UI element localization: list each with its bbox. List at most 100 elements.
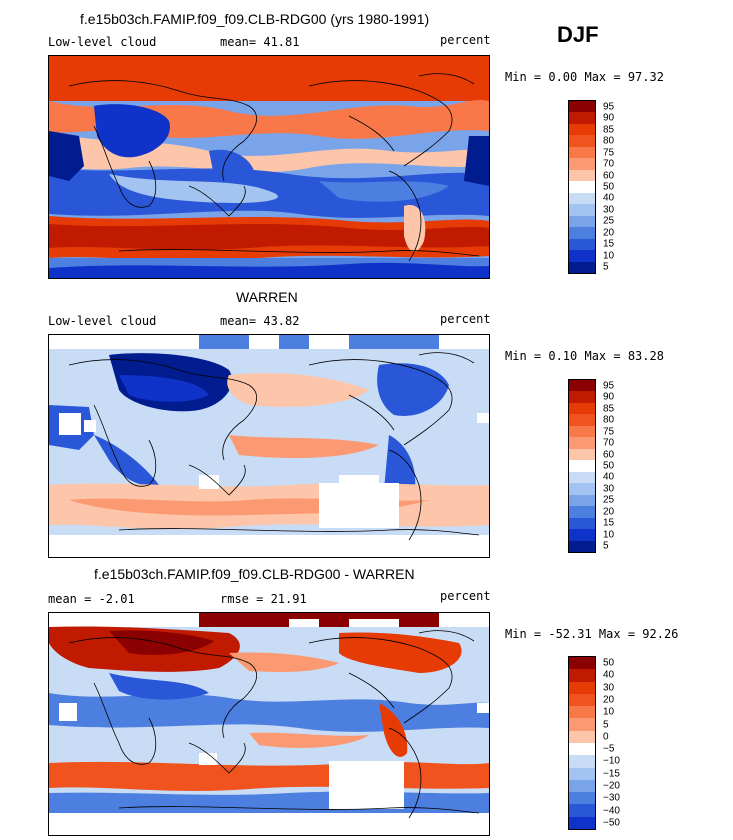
colorbar-tick-label: 10 bbox=[603, 529, 615, 541]
colorbar-swatch bbox=[569, 706, 595, 719]
colorbar-swatch bbox=[569, 437, 595, 450]
panel1-mean-label: mean= 41.81 bbox=[220, 35, 300, 49]
panel3-mean-label: mean = -2.01 bbox=[48, 592, 135, 606]
colorbar-swatch bbox=[569, 494, 595, 507]
panel1-units-label: percent bbox=[440, 33, 491, 47]
panel2-map bbox=[48, 334, 490, 558]
colorbar-tick-label: −10 bbox=[603, 755, 620, 767]
colorbar-swatch bbox=[569, 767, 595, 781]
colorbar-tick-label: 40 bbox=[603, 192, 615, 204]
colorbar-tick-label: −20 bbox=[603, 780, 620, 792]
colorbar-tick-label: 60 bbox=[603, 449, 615, 461]
panel3-title: f.e15b03ch.FAMIP.f09_f09.CLB-RDG00 - WAR… bbox=[94, 566, 415, 582]
colorbar-swatch bbox=[569, 529, 595, 542]
colorbar-swatch bbox=[569, 693, 595, 707]
colorbar-tick-label: 40 bbox=[603, 471, 615, 483]
colorbar-swatch bbox=[569, 158, 595, 171]
colorbar-tick-label: 80 bbox=[603, 414, 615, 426]
panel2-minmax: Min = 0.10 Max = 83.28 bbox=[505, 349, 664, 363]
colorbar-swatch bbox=[569, 101, 595, 113]
colorbar-tick-label: 20 bbox=[603, 694, 615, 706]
colorbar-swatch bbox=[569, 681, 595, 695]
colorbar-swatch bbox=[569, 425, 595, 438]
colorbar-tick-label: 85 bbox=[603, 124, 615, 136]
colorbar-tick-label: 90 bbox=[603, 391, 615, 403]
colorbar-swatch bbox=[569, 506, 595, 519]
colorbar-tick-label: 0 bbox=[603, 731, 609, 743]
panel2-title: WARREN bbox=[236, 289, 298, 305]
colorbar-swatch bbox=[569, 135, 595, 148]
colorbar-tick-label: 90 bbox=[603, 112, 615, 124]
panel2-mean-label: mean= 43.82 bbox=[220, 314, 300, 328]
colorbar-tick-label: −50 bbox=[603, 817, 620, 829]
colorbar-tick-label: 20 bbox=[603, 227, 615, 239]
colorbar-swatch bbox=[569, 192, 595, 205]
colorbar-tick-label: 75 bbox=[603, 426, 615, 438]
colorbar-tick-label: 25 bbox=[603, 215, 615, 227]
colorbar-swatch bbox=[569, 112, 595, 125]
colorbar-swatch bbox=[569, 204, 595, 217]
panel1-colorbar: 95 90 85 80 75 70 60 50 40 30 25 20 15 10 5 bbox=[568, 100, 614, 274]
colorbar-swatch bbox=[569, 718, 595, 732]
colorbar-swatch bbox=[569, 414, 595, 427]
colorbar-swatch bbox=[569, 169, 595, 182]
panel1-title: f.e15b03ch.FAMIP.f09_f09.CLB-RDG00 (yrs … bbox=[80, 11, 430, 27]
panel1-map bbox=[48, 55, 490, 279]
colorbar-tick-label: 70 bbox=[603, 158, 615, 170]
colorbar-swatch bbox=[569, 448, 595, 461]
colorbar-swatch bbox=[569, 779, 595, 793]
panel3-colorbar: 50 40 30 20 10 5 0 −5 −10 −15 −20 −30 −40 −50 bbox=[568, 656, 620, 830]
panel3-rmse-label: rmse = 21.91 bbox=[220, 592, 307, 606]
colorbar-tick-label: 40 bbox=[603, 669, 615, 681]
colorbar-tick-label: 30 bbox=[603, 483, 615, 495]
colorbar-tick-label: −30 bbox=[603, 792, 620, 804]
colorbar-swatch bbox=[569, 460, 595, 473]
colorbar-tick-label: 50 bbox=[603, 460, 615, 472]
colorbar-swatch bbox=[569, 181, 595, 194]
colorbar-swatch bbox=[569, 483, 595, 496]
colorbar-tick-label: 50 bbox=[603, 657, 615, 669]
panel2-variable-label: Low-level cloud bbox=[48, 314, 157, 328]
colorbar-swatch bbox=[569, 402, 595, 415]
colorbar-tick-label: 50 bbox=[603, 181, 615, 193]
colorbar-swatch bbox=[569, 743, 595, 756]
colorbar-swatch bbox=[569, 792, 595, 805]
colorbar-swatch bbox=[569, 146, 595, 159]
panel2-colorbar: 95 90 85 80 75 70 60 50 40 30 25 20 15 10 5 bbox=[568, 379, 614, 553]
colorbar-tick-label: −15 bbox=[603, 768, 620, 780]
colorbar-tick-label: 70 bbox=[603, 437, 615, 449]
colorbar-swatch bbox=[569, 669, 595, 683]
colorbar-tick-label: 10 bbox=[603, 706, 615, 718]
colorbar-tick-label: 30 bbox=[603, 204, 615, 216]
colorbar-tick-label: −40 bbox=[603, 805, 620, 817]
colorbar-swatch bbox=[569, 804, 595, 818]
panel1-variable-label: Low-level cloud bbox=[48, 35, 157, 49]
colorbar-tick-label: 10 bbox=[603, 250, 615, 262]
colorbar-swatch bbox=[569, 391, 595, 404]
colorbar-tick-label: 80 bbox=[603, 135, 615, 147]
colorbar-swatch bbox=[569, 755, 595, 769]
colorbar-swatch bbox=[569, 540, 595, 553]
colorbar-swatch bbox=[569, 657, 595, 670]
panel3-units-label: percent bbox=[440, 589, 491, 603]
panel1-minmax: Min = 0.00 Max = 97.32 bbox=[505, 70, 664, 84]
colorbar-tick-label: 5 bbox=[603, 540, 609, 552]
colorbar-tick-label: 20 bbox=[603, 506, 615, 518]
colorbar-tick-label: 15 bbox=[603, 517, 615, 529]
colorbar-tick-label: 75 bbox=[603, 147, 615, 159]
colorbar-tick-label: 5 bbox=[603, 719, 609, 731]
colorbar-swatch bbox=[569, 250, 595, 263]
colorbar-swatch bbox=[569, 816, 595, 830]
colorbar-swatch bbox=[569, 123, 595, 136]
colorbar-tick-label: 15 bbox=[603, 238, 615, 250]
colorbar-swatch bbox=[569, 238, 595, 251]
colorbar-swatch bbox=[569, 215, 595, 228]
colorbar-tick-label: 30 bbox=[603, 682, 615, 694]
panel3-map bbox=[48, 612, 490, 836]
colorbar-tick-label: 5 bbox=[603, 261, 609, 273]
colorbar-tick-label: −5 bbox=[603, 743, 615, 755]
colorbar-swatch bbox=[569, 227, 595, 240]
colorbar-tick-label: 60 bbox=[603, 170, 615, 182]
colorbar-swatch bbox=[569, 517, 595, 530]
colorbar-tick-label: 95 bbox=[603, 380, 615, 392]
